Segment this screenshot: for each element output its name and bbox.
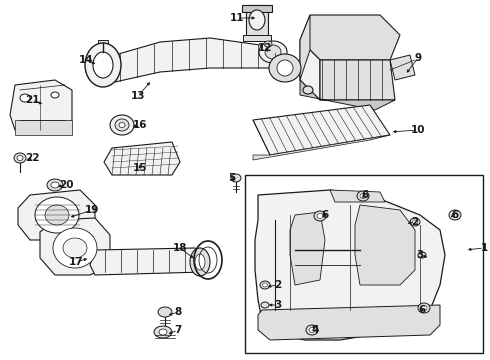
Ellipse shape	[20, 94, 30, 102]
Text: 11: 11	[230, 13, 244, 23]
Polygon shape	[90, 248, 205, 275]
Ellipse shape	[360, 194, 366, 198]
Polygon shape	[390, 55, 415, 80]
Ellipse shape	[47, 179, 63, 191]
Polygon shape	[10, 80, 72, 130]
Ellipse shape	[154, 326, 172, 338]
Text: 22: 22	[25, 153, 39, 163]
Ellipse shape	[110, 115, 134, 135]
Ellipse shape	[93, 52, 113, 78]
Ellipse shape	[413, 220, 417, 224]
Bar	[246, 5, 268, 37]
Text: 9: 9	[415, 53, 421, 63]
Polygon shape	[300, 15, 400, 60]
Ellipse shape	[51, 182, 59, 188]
Text: 16: 16	[133, 120, 147, 130]
Ellipse shape	[45, 205, 69, 225]
Ellipse shape	[314, 211, 326, 221]
Ellipse shape	[119, 122, 125, 127]
Ellipse shape	[17, 156, 23, 161]
Polygon shape	[258, 305, 440, 340]
Ellipse shape	[317, 213, 323, 219]
Polygon shape	[253, 105, 390, 155]
Ellipse shape	[115, 119, 129, 131]
Polygon shape	[290, 212, 325, 285]
Ellipse shape	[264, 41, 272, 47]
Bar	[242, 5, 272, 12]
Text: 20: 20	[59, 180, 73, 190]
Polygon shape	[18, 190, 95, 240]
Ellipse shape	[51, 92, 59, 98]
Polygon shape	[355, 205, 415, 285]
Ellipse shape	[452, 212, 458, 217]
Polygon shape	[320, 60, 395, 100]
Ellipse shape	[158, 307, 172, 317]
Ellipse shape	[418, 303, 430, 313]
Text: 3: 3	[416, 250, 424, 260]
Text: 14: 14	[79, 55, 93, 65]
Ellipse shape	[421, 306, 427, 310]
Text: 19: 19	[85, 205, 99, 215]
Polygon shape	[115, 38, 278, 82]
Ellipse shape	[231, 174, 241, 182]
Text: 5: 5	[228, 173, 236, 183]
Ellipse shape	[159, 329, 167, 335]
Ellipse shape	[63, 238, 87, 258]
Polygon shape	[300, 40, 320, 100]
Polygon shape	[300, 15, 310, 80]
Text: 17: 17	[69, 257, 83, 267]
Bar	[98, 40, 108, 45]
Text: 13: 13	[131, 91, 145, 101]
Bar	[245, 175, 483, 353]
Polygon shape	[104, 142, 180, 175]
Text: 3: 3	[274, 300, 282, 310]
Polygon shape	[330, 190, 385, 202]
Ellipse shape	[357, 191, 369, 201]
Text: 12: 12	[258, 43, 272, 53]
Ellipse shape	[35, 197, 79, 233]
Ellipse shape	[303, 86, 313, 94]
Ellipse shape	[249, 10, 265, 30]
Ellipse shape	[260, 281, 270, 289]
Ellipse shape	[410, 218, 420, 226]
Text: 2: 2	[274, 280, 282, 290]
Text: 4: 4	[311, 325, 318, 335]
Ellipse shape	[53, 228, 97, 268]
Text: 10: 10	[411, 125, 425, 135]
Text: 6: 6	[451, 210, 459, 220]
Ellipse shape	[418, 252, 426, 258]
Text: 6: 6	[362, 190, 368, 200]
Ellipse shape	[265, 45, 281, 59]
Ellipse shape	[309, 328, 315, 333]
Text: 7: 7	[174, 325, 182, 335]
Polygon shape	[15, 120, 72, 135]
Text: 15: 15	[133, 163, 147, 173]
Text: 21: 21	[25, 95, 39, 105]
Ellipse shape	[259, 41, 287, 63]
Ellipse shape	[263, 283, 268, 287]
Text: 8: 8	[174, 307, 182, 317]
Ellipse shape	[277, 60, 293, 76]
Text: 6: 6	[418, 305, 426, 315]
Text: 1: 1	[480, 243, 488, 253]
Text: 6: 6	[321, 210, 329, 220]
Ellipse shape	[261, 302, 269, 308]
Ellipse shape	[85, 43, 121, 87]
Polygon shape	[253, 135, 390, 160]
Polygon shape	[40, 218, 110, 275]
Ellipse shape	[269, 54, 301, 82]
Bar	[243, 35, 271, 41]
Ellipse shape	[14, 153, 26, 163]
Polygon shape	[255, 190, 445, 340]
Ellipse shape	[195, 254, 205, 270]
Polygon shape	[300, 80, 395, 110]
Ellipse shape	[190, 248, 210, 276]
Ellipse shape	[306, 325, 318, 335]
Text: 2: 2	[412, 217, 418, 227]
Ellipse shape	[449, 210, 461, 220]
Text: 18: 18	[173, 243, 187, 253]
